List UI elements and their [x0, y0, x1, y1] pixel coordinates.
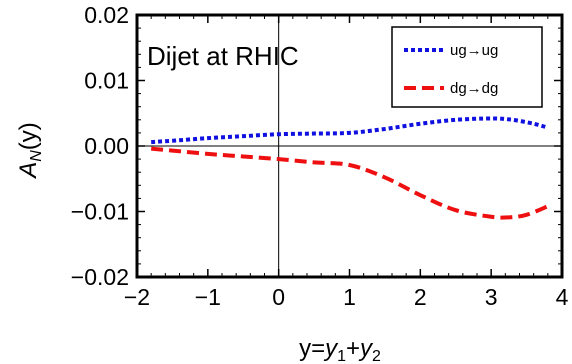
x-tick-label: 1 [343, 284, 356, 310]
x-tick-label: 0 [272, 284, 285, 310]
x-tick-labels: −2 −1 0 1 2 3 4 [124, 284, 569, 310]
chart-annotation: Dijet at RHIC [147, 41, 299, 71]
y-tick-label: −0.01 [71, 199, 129, 225]
legend-label-ug: ug→ug [450, 42, 498, 59]
y-tick-label: 0.00 [84, 133, 129, 159]
legend: ug→ug dg→dg [391, 26, 543, 108]
y-tick-label: 0.01 [84, 68, 129, 94]
x-tick-label: −2 [124, 284, 150, 310]
series-line-ug [151, 116, 549, 145]
y-tick-label: −0.02 [71, 264, 129, 290]
legend-label-dg: dg→dg [450, 80, 498, 97]
y-axis-title: AN(y) [15, 122, 45, 180]
x-tick-label: 2 [414, 284, 427, 310]
series-line-dg [150, 146, 549, 220]
x-tick-label: 4 [556, 284, 569, 310]
x-tick-label: −1 [195, 284, 221, 310]
y-tick-labels: −0.02 −0.01 0.00 0.01 0.02 [71, 2, 129, 290]
x-axis-title: y=y1+y2 [299, 335, 381, 364]
x-tick-label: 3 [485, 284, 498, 310]
series-layer [150, 116, 549, 220]
legend-box [391, 26, 543, 108]
plot-frame [135, 13, 564, 279]
y-tick-label: 0.02 [84, 2, 129, 28]
